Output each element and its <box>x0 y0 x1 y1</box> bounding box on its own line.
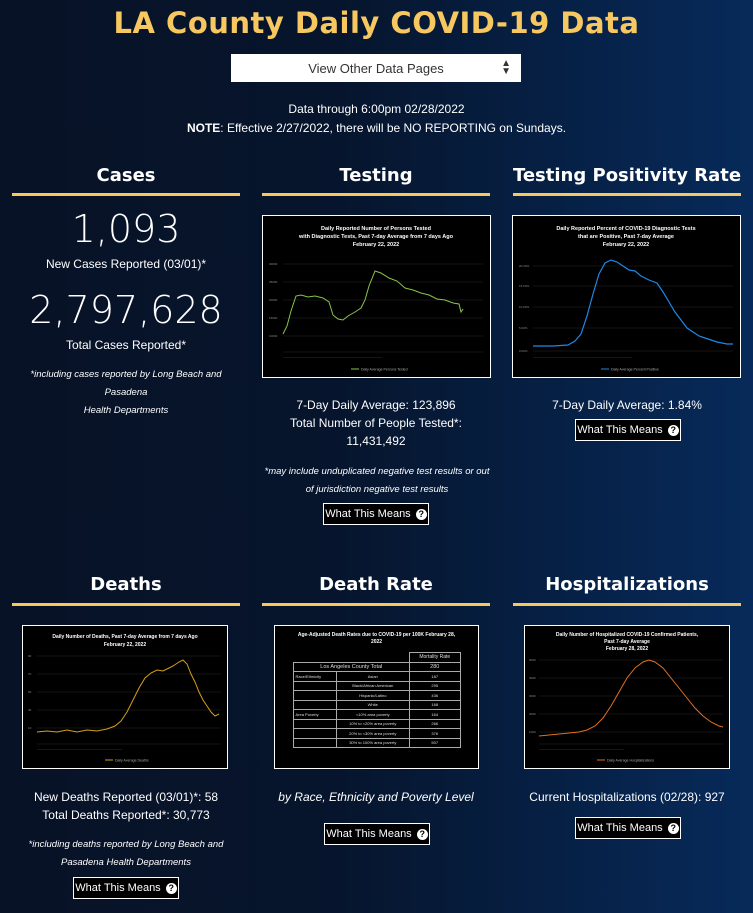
hosp-chart-title: Daily Number of Hospitalized COVID-19 Co… <box>556 632 699 638</box>
new-cases-label: New Cases Reported (03/01)* <box>45 257 207 271</box>
testing-chart[interactable]: Daily Reported Number of Persons Tested … <box>262 215 491 378</box>
svg-text:──────────────────────────────: ────────────────────────────────────────… <box>36 748 122 751</box>
svg-text:2000: 2000 <box>529 712 536 716</box>
total-cases-value: 2,797,628 <box>29 288 223 332</box>
testing-total-label: Total Number of People Tested*: <box>290 416 462 430</box>
testing-legend: Daily Average Persons Tested <box>361 368 408 372</box>
svg-text:20.00%: 20.00% <box>519 264 530 268</box>
question-icon: ? <box>667 822 679 834</box>
data-pages-select[interactable]: View Other Data Pages ▲ ▼ <box>231 54 521 82</box>
svg-text:90: 90 <box>28 654 32 658</box>
question-icon: ? <box>165 882 177 894</box>
chevron-updown-icon: ▲ ▼ <box>501 58 511 77</box>
positivity-what-this-means-button[interactable]: What This Means? <box>575 419 681 441</box>
deaths-legend: Daily Average Deaths <box>115 759 149 763</box>
new-deaths: New Deaths Reported (03/01)*: 58 <box>33 790 219 804</box>
testing-chart-title: Daily Reported Number of Persons Tested <box>321 226 431 232</box>
svg-text:5000: 5000 <box>529 658 536 662</box>
total-deaths: Total Deaths Reported*: 30,773 <box>42 808 210 822</box>
svg-text:February 22, 2022: February 22, 2022 <box>603 242 649 248</box>
death-rate-what-this-means-button[interactable]: What This Means? <box>324 823 430 845</box>
death-rate-title: Death Rate <box>319 574 433 595</box>
question-icon: ? <box>415 508 427 520</box>
note-label: NOTE <box>186 121 221 135</box>
svg-text:Past 7-day Average: Past 7-day Average <box>604 639 650 645</box>
testing-average: 7-Day Daily Average: 123,896 <box>296 398 456 412</box>
svg-text:──────────────────────────────: ────────────────────────────────────────… <box>532 356 632 359</box>
deaths-title: Deaths <box>90 574 162 595</box>
hosp-what-this-means-button[interactable]: What This Means? <box>575 817 681 839</box>
death-rate-table: Mortality Rate Los Angeles County Total 2… <box>292 652 461 748</box>
death-rate-caption: by Race, Ethnicity and Poverty Level <box>278 790 474 804</box>
positivity-chart[interactable]: Daily Reported Percent of COVID-19 Diagn… <box>512 215 741 378</box>
svg-text:30: 30 <box>28 708 32 712</box>
deaths-rule <box>12 603 240 606</box>
positivity-series-line <box>533 259 733 347</box>
testing-title: Testing <box>339 165 413 186</box>
svg-text:20000: 20000 <box>269 298 278 302</box>
reporting-note: NOTE: Effective 2/27/2022, there will be… <box>0 121 753 135</box>
deaths-chart[interactable]: Daily Number of Deaths, Past 7-day Avera… <box>22 625 228 769</box>
svg-text:5.00%: 5.00% <box>519 326 528 330</box>
svg-text:with Diagnostic Tests, Past 7-: with Diagnostic Tests, Past 7-day Averag… <box>298 234 454 240</box>
question-icon: ? <box>416 828 428 840</box>
deaths-chart-title: Daily Number of Deaths, Past 7-day Avera… <box>52 634 197 640</box>
svg-text:50: 50 <box>28 690 32 694</box>
death-rate-rule <box>262 603 490 606</box>
svg-text:0.00%: 0.00% <box>519 349 528 353</box>
svg-text:4000: 4000 <box>529 676 536 680</box>
svg-text:10000: 10000 <box>269 334 278 338</box>
positivity-legend: Daily Average Percent Positive <box>611 368 659 372</box>
svg-text:1000: 1000 <box>529 730 536 734</box>
question-icon: ? <box>667 424 679 436</box>
svg-text:──────────────────────────────: ────────────────────────────────────────… <box>282 356 382 359</box>
svg-text:10.00%: 10.00% <box>519 305 530 309</box>
current-hospitalizations: Current Hospitalizations (02/28): 927 <box>529 790 725 804</box>
positivity-average: 7-Day Daily Average: 1.84% <box>552 398 702 412</box>
positivity-title: Testing Positivity Rate <box>512 165 742 186</box>
testing-series-line <box>282 270 464 335</box>
hosp-legend: Daily Average Hospitalizations <box>607 759 654 763</box>
svg-text:February 28, 2022: February 28, 2022 <box>606 646 648 652</box>
deaths-what-this-means-button[interactable]: What This Means? <box>73 877 179 899</box>
svg-text:──────────────────────────────: ────────────────────────────────────────… <box>538 748 624 751</box>
svg-text:3000: 3000 <box>529 694 536 698</box>
svg-text:70: 70 <box>28 672 32 676</box>
hosp-rule <box>513 603 741 606</box>
positivity-chart-title: Daily Reported Percent of COVID-19 Diagn… <box>556 226 695 232</box>
data-through-text: Data through 6:00pm 02/28/2022 <box>288 102 465 116</box>
death-rate-chart[interactable]: Age-Adjusted Death Rates due to COVID-19… <box>274 625 479 769</box>
hosp-chart[interactable]: Daily Number of Hospitalized COVID-19 Co… <box>524 625 730 769</box>
total-cases-label: Total Cases Reported* <box>65 338 187 352</box>
deaths-series-line <box>36 659 220 733</box>
svg-text:February 22, 2022: February 22, 2022 <box>104 642 146 648</box>
testing-rule <box>262 193 490 196</box>
svg-text:10: 10 <box>28 726 32 730</box>
death-rate-chart-title: Age-Adjusted Death Rates due to COVID-19… <box>297 632 456 645</box>
positivity-rule <box>513 193 741 196</box>
testing-footnote: *may include unduplicated negative test … <box>264 466 490 495</box>
svg-text:25000: 25000 <box>269 280 278 284</box>
hosp-series-line <box>538 659 724 737</box>
deaths-footnote: *including deaths reported by Long Beach… <box>28 839 224 868</box>
testing-total-value: 11,431,492 <box>346 434 406 448</box>
cases-rule <box>12 193 240 196</box>
cases-footnote: *including cases reported by Long Beach … <box>30 369 222 416</box>
new-cases-value: 1,093 <box>71 207 181 251</box>
page-title: LA County Daily COVID-19 Data <box>113 6 640 40</box>
svg-text:that are Positive, Past 7-day: that are Positive, Past 7-day Average <box>578 234 674 240</box>
testing-what-this-means-button[interactable]: What This Means? <box>323 503 429 525</box>
svg-text:February 22, 2022: February 22, 2022 <box>353 242 399 248</box>
note-text: : Effective 2/27/2022, there will be NO … <box>220 121 567 135</box>
select-label: View Other Data Pages <box>308 60 444 76</box>
hosp-title: Hospitalizations <box>545 574 709 595</box>
svg-text:15000: 15000 <box>269 316 278 320</box>
svg-text:30000: 30000 <box>269 262 278 266</box>
svg-text:15.00%: 15.00% <box>519 284 530 288</box>
cases-title: Cases <box>96 165 156 186</box>
